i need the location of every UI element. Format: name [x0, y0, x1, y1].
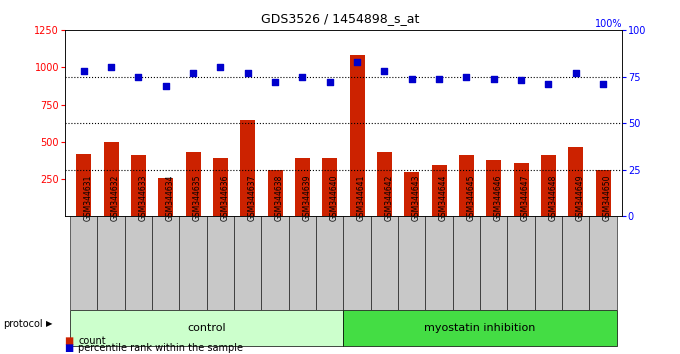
Text: GSM344647: GSM344647 [521, 175, 530, 221]
Bar [158, 178, 173, 216]
Text: 100%: 100% [595, 19, 622, 29]
FancyBboxPatch shape [480, 216, 507, 310]
Point [188, 70, 199, 76]
Text: GSM344650: GSM344650 [603, 175, 612, 221]
Text: GSM344649: GSM344649 [576, 175, 585, 221]
Bar [76, 154, 91, 216]
Point [133, 74, 144, 80]
Bar [103, 142, 118, 216]
FancyBboxPatch shape [562, 216, 590, 310]
Bar [377, 152, 392, 216]
Point [297, 74, 308, 80]
Bar [513, 163, 528, 216]
Bar [240, 120, 255, 216]
Bar [186, 152, 201, 216]
FancyBboxPatch shape [152, 216, 180, 310]
FancyBboxPatch shape [398, 216, 426, 310]
Point [242, 70, 253, 76]
Text: GSM344639: GSM344639 [303, 175, 311, 221]
Text: GSM344645: GSM344645 [466, 175, 475, 221]
Text: GSM344648: GSM344648 [548, 175, 558, 221]
FancyBboxPatch shape [289, 216, 316, 310]
FancyBboxPatch shape [97, 216, 124, 310]
Text: protocol: protocol [3, 319, 43, 329]
Text: ▶: ▶ [46, 319, 52, 329]
Bar [486, 160, 501, 216]
Point [543, 81, 554, 87]
Point [434, 76, 445, 81]
FancyBboxPatch shape [426, 216, 453, 310]
FancyBboxPatch shape [207, 216, 234, 310]
Bar [404, 172, 420, 216]
Bar [131, 155, 146, 216]
FancyBboxPatch shape [124, 216, 152, 310]
Point [461, 74, 472, 80]
Text: GSM344633: GSM344633 [139, 175, 148, 221]
Bar [568, 147, 583, 216]
FancyBboxPatch shape [70, 310, 343, 346]
Bar [322, 158, 337, 216]
Point [379, 68, 390, 74]
Text: myostatin inhibition: myostatin inhibition [424, 323, 536, 333]
Text: GDS3526 / 1454898_s_at: GDS3526 / 1454898_s_at [261, 12, 419, 25]
Point [105, 64, 116, 70]
Text: GSM344634: GSM344634 [166, 175, 175, 221]
Text: ■: ■ [65, 343, 74, 353]
FancyBboxPatch shape [507, 216, 534, 310]
Bar [596, 170, 611, 216]
Text: GSM344638: GSM344638 [275, 175, 284, 221]
Text: GSM344636: GSM344636 [220, 175, 229, 221]
Point [352, 59, 362, 64]
Text: GSM344632: GSM344632 [111, 175, 120, 221]
FancyBboxPatch shape [590, 216, 617, 310]
Text: GSM344646: GSM344646 [494, 175, 503, 221]
Text: GSM344640: GSM344640 [330, 175, 339, 221]
Bar [213, 158, 228, 216]
FancyBboxPatch shape [534, 216, 562, 310]
FancyBboxPatch shape [261, 216, 289, 310]
Point [270, 79, 281, 85]
Point [324, 79, 335, 85]
Bar [350, 55, 364, 216]
Point [78, 68, 89, 74]
Point [215, 64, 226, 70]
Bar [267, 170, 283, 216]
Bar [459, 155, 474, 216]
Text: percentile rank within the sample: percentile rank within the sample [78, 343, 243, 353]
FancyBboxPatch shape [234, 216, 261, 310]
Text: count: count [78, 336, 106, 346]
Text: GSM344641: GSM344641 [357, 175, 366, 221]
Point [406, 76, 417, 81]
FancyBboxPatch shape [180, 216, 207, 310]
FancyBboxPatch shape [453, 216, 480, 310]
Text: GSM344642: GSM344642 [384, 175, 394, 221]
Text: GSM344637: GSM344637 [248, 175, 257, 221]
FancyBboxPatch shape [343, 310, 617, 346]
Text: control: control [188, 323, 226, 333]
Text: GSM344631: GSM344631 [84, 175, 92, 221]
Point [571, 70, 581, 76]
Bar [541, 155, 556, 216]
Point [515, 78, 526, 83]
Text: ■: ■ [65, 336, 74, 346]
Bar [295, 158, 310, 216]
Bar [432, 165, 447, 216]
FancyBboxPatch shape [343, 216, 371, 310]
Point [160, 83, 171, 89]
Point [598, 81, 609, 87]
FancyBboxPatch shape [371, 216, 398, 310]
Text: GSM344643: GSM344643 [411, 175, 421, 221]
Text: GSM344635: GSM344635 [193, 175, 202, 221]
Text: GSM344644: GSM344644 [439, 175, 448, 221]
FancyBboxPatch shape [70, 216, 97, 310]
FancyBboxPatch shape [316, 216, 343, 310]
Point [488, 76, 499, 81]
